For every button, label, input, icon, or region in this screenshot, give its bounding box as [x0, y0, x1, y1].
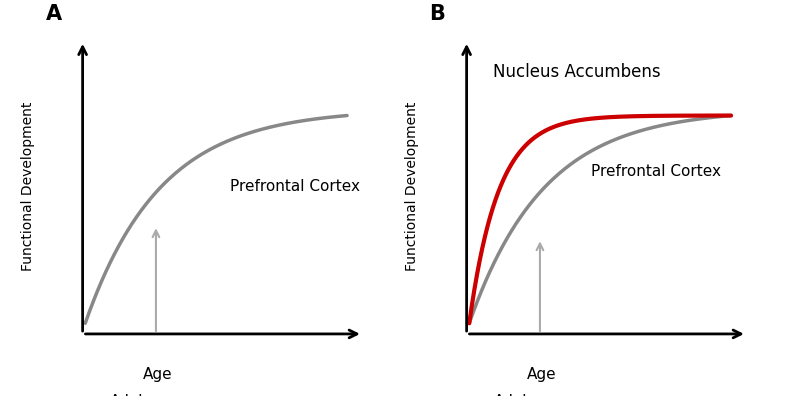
Text: Age: Age	[143, 367, 173, 382]
Text: A: A	[46, 4, 62, 24]
Text: Prefrontal Cortex: Prefrontal Cortex	[230, 179, 360, 194]
Text: Nucleus Accumbens: Nucleus Accumbens	[493, 63, 661, 81]
Text: Age: Age	[527, 367, 557, 382]
Text: B: B	[430, 4, 446, 24]
Text: Adolescence: Adolescence	[494, 394, 590, 396]
Text: Prefrontal Cortex: Prefrontal Cortex	[590, 164, 721, 179]
Text: Functional Development: Functional Development	[21, 101, 35, 271]
Text: Functional Development: Functional Development	[405, 101, 419, 271]
Text: Adolescence: Adolescence	[110, 394, 206, 396]
